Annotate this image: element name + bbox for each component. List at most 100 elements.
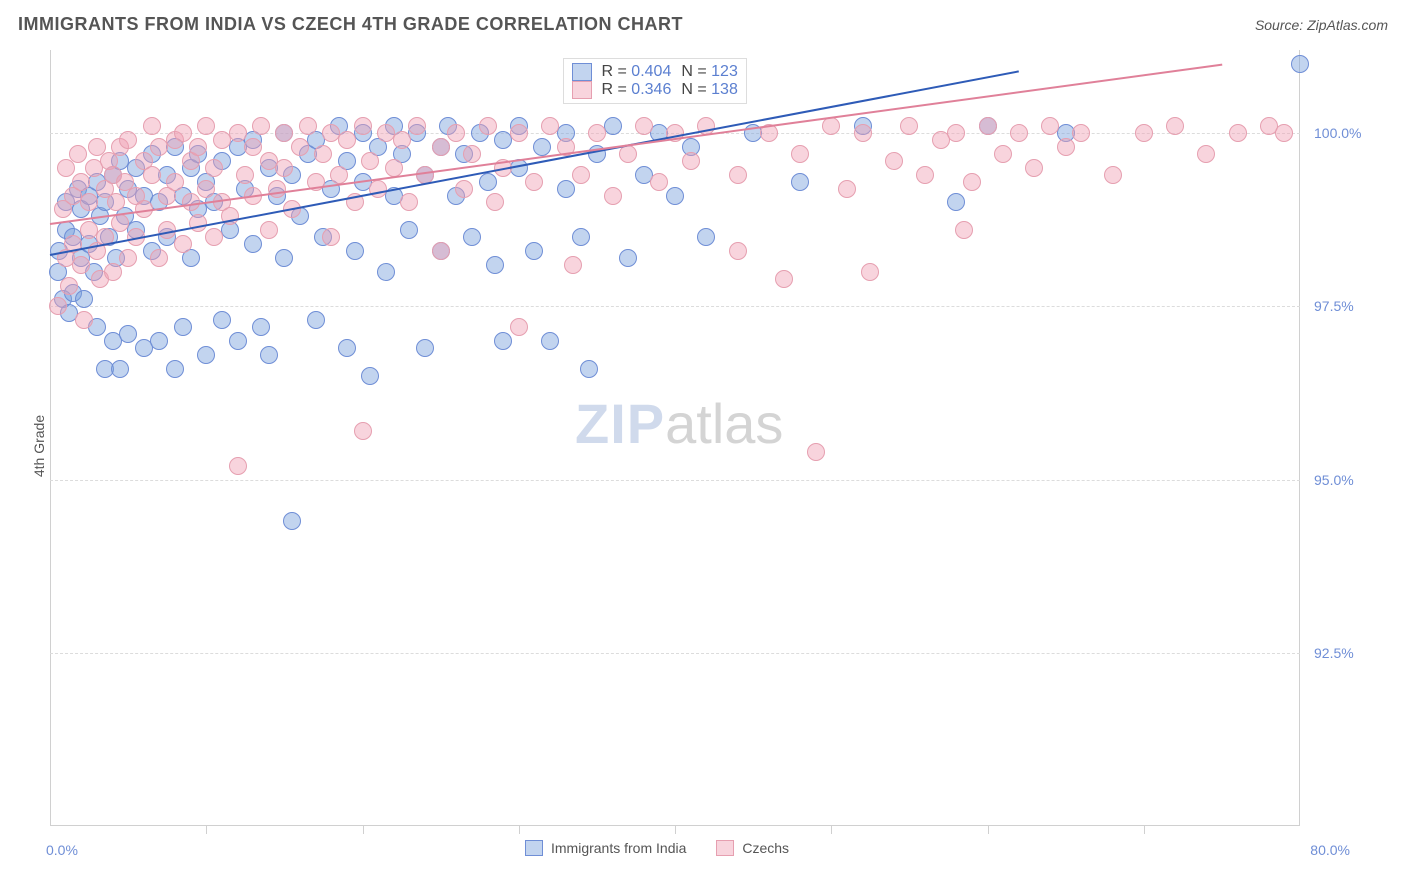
- series-swatch: [572, 63, 592, 81]
- data-point: [299, 117, 317, 135]
- data-point: [1135, 124, 1153, 142]
- data-point: [572, 228, 590, 246]
- data-point: [494, 332, 512, 350]
- data-point: [479, 173, 497, 191]
- data-point: [189, 138, 207, 156]
- data-point: [80, 193, 98, 211]
- y-axis-right: [1299, 50, 1300, 826]
- gridline: [50, 653, 1300, 654]
- data-point: [400, 193, 418, 211]
- data-point: [166, 173, 184, 191]
- data-point: [525, 242, 543, 260]
- data-point: [588, 124, 606, 142]
- legend-swatch: [716, 840, 734, 856]
- data-point: [463, 228, 481, 246]
- data-point: [107, 193, 125, 211]
- data-point: [197, 180, 215, 198]
- data-point: [174, 235, 192, 253]
- data-point: [994, 145, 1012, 163]
- data-point: [650, 173, 668, 191]
- data-point: [338, 339, 356, 357]
- data-point: [486, 256, 504, 274]
- source-label: Source: ZipAtlas.com: [1255, 17, 1388, 33]
- stat-n-label: N = 138: [681, 81, 738, 99]
- data-point: [143, 166, 161, 184]
- data-point: [1104, 166, 1122, 184]
- watermark: ZIPatlas: [575, 391, 783, 456]
- data-point: [1197, 145, 1215, 163]
- data-point: [205, 228, 223, 246]
- x-tick: [363, 826, 364, 834]
- data-point: [197, 117, 215, 135]
- data-point: [244, 138, 262, 156]
- data-point: [947, 193, 965, 211]
- x-tick: [675, 826, 676, 834]
- data-point: [580, 360, 598, 378]
- data-point: [150, 249, 168, 267]
- data-point: [236, 166, 254, 184]
- data-point: [361, 367, 379, 385]
- data-point: [533, 138, 551, 156]
- data-point: [111, 360, 129, 378]
- legend: Immigrants from IndiaCzechs: [525, 840, 789, 856]
- data-point: [174, 318, 192, 336]
- data-point: [447, 124, 465, 142]
- data-point: [354, 422, 372, 440]
- y-axis: [50, 50, 51, 826]
- data-point: [400, 221, 418, 239]
- y-tick-label: 97.5%: [1314, 298, 1354, 314]
- legend-swatch: [525, 840, 543, 856]
- data-point: [791, 145, 809, 163]
- data-point: [1229, 124, 1247, 142]
- data-point: [119, 249, 137, 267]
- data-point: [338, 131, 356, 149]
- data-point: [111, 214, 129, 232]
- data-point: [275, 249, 293, 267]
- y-tick-label: 100.0%: [1314, 125, 1361, 141]
- data-point: [635, 117, 653, 135]
- data-point: [205, 159, 223, 177]
- data-point: [377, 263, 395, 281]
- x-tick: [519, 826, 520, 834]
- data-point: [1166, 117, 1184, 135]
- data-point: [307, 311, 325, 329]
- chart-container: IMMIGRANTS FROM INDIA VS CZECH 4TH GRADE…: [0, 0, 1406, 892]
- stats-row: R = 0.404N = 123: [572, 63, 738, 81]
- data-point: [119, 131, 137, 149]
- data-point: [525, 173, 543, 191]
- data-point: [143, 117, 161, 135]
- data-point: [75, 311, 93, 329]
- data-point: [861, 263, 879, 281]
- data-point: [510, 124, 528, 142]
- data-point: [666, 187, 684, 205]
- data-point: [291, 138, 309, 156]
- x-tick: [831, 826, 832, 834]
- data-point: [60, 277, 78, 295]
- data-point: [838, 180, 856, 198]
- data-point: [963, 173, 981, 191]
- data-point: [885, 152, 903, 170]
- data-point: [1057, 138, 1075, 156]
- y-tick-label: 95.0%: [1314, 472, 1354, 488]
- data-point: [197, 346, 215, 364]
- x-tick: [988, 826, 989, 834]
- stats-box: R = 0.404N = 123R = 0.346 N = 138: [563, 58, 747, 104]
- data-point: [119, 325, 137, 343]
- legend-label: Czechs: [742, 840, 789, 856]
- stat-r-label: R = 0.404: [602, 63, 672, 81]
- stat-r-label: R = 0.346: [602, 81, 672, 99]
- data-point: [189, 214, 207, 232]
- data-point: [385, 159, 403, 177]
- watermark-part1: ZIP: [575, 392, 665, 455]
- data-point: [166, 360, 184, 378]
- data-point: [229, 124, 247, 142]
- data-point: [75, 290, 93, 308]
- x-tick-label-left: 0.0%: [46, 842, 78, 858]
- data-point: [104, 263, 122, 281]
- data-point: [432, 138, 450, 156]
- data-point: [1010, 124, 1028, 142]
- data-point: [604, 117, 622, 135]
- data-point: [541, 117, 559, 135]
- stats-row: R = 0.346 N = 138: [572, 81, 738, 99]
- data-point: [682, 152, 700, 170]
